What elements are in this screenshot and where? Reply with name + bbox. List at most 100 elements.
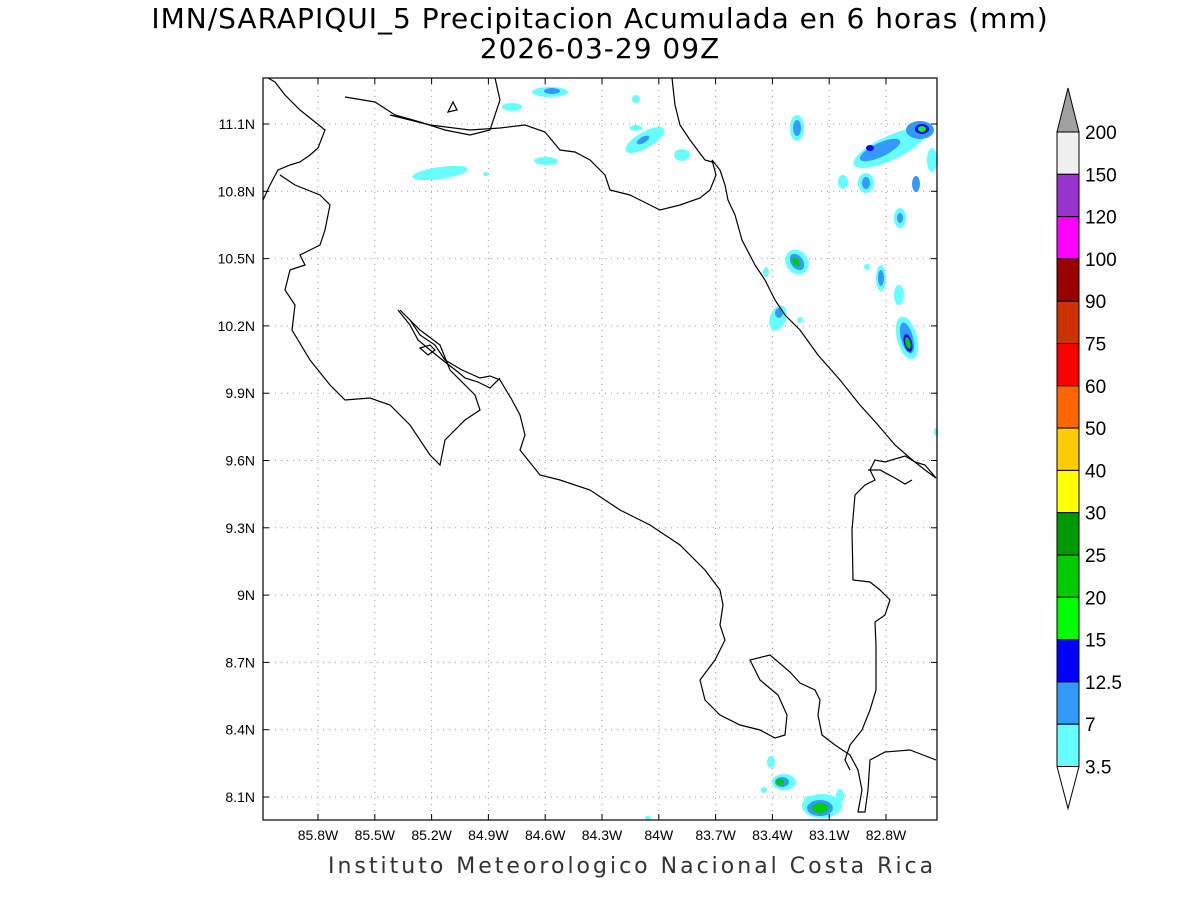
precip-patch	[862, 177, 870, 189]
precip-patch	[912, 176, 920, 192]
lat-tick-label: 8.1N	[225, 789, 255, 805]
precip-patch	[859, 138, 901, 162]
precip-patch	[838, 175, 848, 189]
precip-patch	[918, 126, 926, 132]
colorbar-label: 150	[1085, 165, 1117, 186]
lon-tick-label: 85.8W	[298, 827, 339, 843]
longitude-axis: 85.8W 85.5W 85.2W 84.9W 84.6W 84.3W 84W 83.7W 83…	[298, 78, 907, 843]
precip-patch	[632, 95, 640, 103]
precip-patch	[630, 125, 642, 131]
precip-patch	[636, 135, 650, 145]
lat-tick-label: 10.2N	[218, 318, 255, 334]
precip-patch	[927, 148, 937, 172]
precip-patch	[674, 149, 690, 161]
lon-tick-label: 84.3W	[582, 827, 623, 843]
island	[446, 100, 458, 113]
coastline-borders	[262, 77, 937, 813]
precip-patch	[793, 120, 801, 136]
lat-tick-label: 10.5N	[218, 251, 255, 267]
colorbar-segment	[1056, 131, 1080, 175]
precip-patch	[763, 267, 769, 277]
colorbar-label: 40	[1085, 461, 1106, 482]
lon-tick-label: 83.1W	[809, 827, 850, 843]
colorbar-label: 75	[1085, 335, 1106, 356]
colorbar-segment	[1056, 596, 1080, 641]
precip-patch	[836, 789, 844, 803]
lon-tick-label: 85.2W	[411, 827, 452, 843]
island	[418, 344, 436, 356]
colorbar-segment	[1056, 216, 1080, 260]
pacific-coast	[262, 77, 326, 201]
nicaragua-river	[671, 77, 713, 163]
colorbar-segment	[1056, 723, 1080, 768]
colorbar-label: 25	[1085, 546, 1106, 567]
colorbar-label: 3.5	[1085, 758, 1111, 779]
coast-segment	[868, 469, 913, 485]
colorbar-label: 90	[1085, 292, 1106, 313]
precip-patch	[804, 796, 812, 804]
colorbar-arrow-top	[1056, 87, 1080, 133]
colorbar-segment	[1056, 173, 1080, 218]
northern-border	[344, 77, 501, 136]
precip-patch	[864, 264, 870, 270]
lat-tick-label: 11.1N	[219, 116, 255, 132]
lat-tick-label: 9N	[237, 587, 255, 603]
precip-patch	[797, 317, 803, 323]
lon-tick-label: 84W	[644, 827, 674, 843]
colorbar-label: 30	[1085, 504, 1106, 525]
colorbar-segment	[1056, 469, 1080, 514]
lat-tick-label: 10.8N	[218, 183, 255, 199]
colorbar-segment	[1056, 427, 1080, 471]
precip-patch	[412, 165, 468, 181]
colorbar-label: 100	[1085, 250, 1117, 271]
colorbar-segment	[1056, 300, 1080, 345]
colorbar-segment	[1056, 512, 1080, 556]
colorbar-label: 7	[1085, 715, 1096, 736]
precip-patch	[483, 172, 489, 176]
lon-tick-label: 84.9W	[468, 827, 509, 843]
lat-tick-label: 8.4N	[225, 722, 255, 738]
colorbar-label: 120	[1085, 208, 1117, 229]
precip-patch	[812, 803, 828, 813]
precip-patch	[534, 157, 558, 165]
colorbar-label: 20	[1085, 588, 1106, 609]
colorbar-label: 60	[1085, 377, 1106, 398]
lon-tick-label: 85.5W	[355, 827, 396, 843]
precip-patch	[769, 305, 787, 331]
precipitation-layer	[412, 87, 938, 820]
map-frame	[262, 77, 938, 821]
latitude-axis: 11.1N 10.8N 10.5N 10.2N 9.9N 9.6N 9.3N 9N 8.7N 8.…	[218, 116, 937, 805]
lat-tick-label: 9.3N	[225, 520, 255, 536]
precip-patch	[502, 103, 522, 111]
lon-tick-label: 83.7W	[695, 827, 736, 843]
precip-patch	[776, 779, 784, 785]
colorbar-segment	[1056, 639, 1080, 683]
chart-title: IMN/SARAPIQUI_5 Precipitacion Acumulada …	[151, 2, 1049, 35]
nicoya-gulf	[397, 309, 501, 389]
precip-patch	[792, 257, 800, 267]
pacific-coast	[279, 174, 937, 813]
colorbar-segment	[1056, 258, 1080, 302]
colorbar-segment	[1056, 343, 1080, 387]
precip-patch	[897, 213, 903, 223]
colorbar-label: 12.5	[1085, 673, 1122, 694]
precip-patch	[905, 337, 911, 349]
lon-tick-label: 83.4W	[752, 827, 793, 843]
precip-patch	[866, 145, 874, 151]
precip-patch	[767, 756, 775, 768]
panama-border	[844, 455, 937, 771]
lon-tick-label: 82.8W	[866, 827, 907, 843]
lat-tick-label: 9.6N	[225, 453, 255, 469]
precip-patch	[645, 816, 651, 820]
precip-patch	[894, 285, 904, 305]
gridlines	[263, 78, 937, 820]
colorbar-segment	[1056, 681, 1080, 725]
lat-tick-label: 9.9N	[225, 385, 255, 401]
precip-patch	[761, 787, 767, 793]
colorbar-label: 15	[1085, 631, 1106, 652]
precip-patch	[878, 270, 884, 286]
chart-subtitle-date: 2026-03-29 09Z	[479, 32, 721, 65]
colorbar-label: 50	[1085, 419, 1106, 440]
precip-patch	[775, 308, 783, 318]
